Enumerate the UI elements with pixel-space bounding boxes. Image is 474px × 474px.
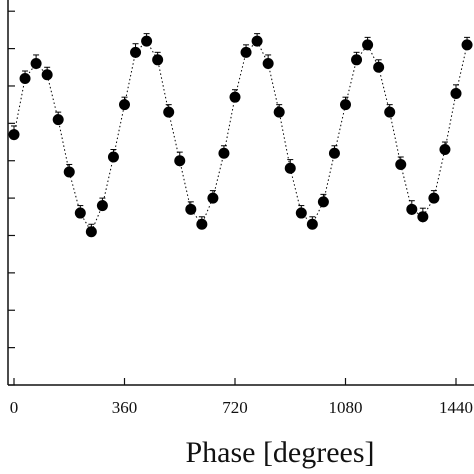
data-point (96, 200, 108, 212)
data-point (74, 207, 86, 219)
data-point (240, 46, 252, 58)
data-point (295, 207, 307, 219)
data-point (52, 114, 64, 126)
data-point (284, 162, 296, 174)
data-point (417, 211, 429, 223)
data-point (262, 58, 274, 70)
x-axis-label: Phase [degrees] (185, 436, 374, 469)
data-point (141, 35, 153, 47)
data-point (428, 192, 440, 204)
data-point (229, 91, 241, 103)
data-point (107, 151, 119, 163)
x-tick-label: 720 (222, 398, 248, 417)
data-point (306, 218, 318, 230)
x-tick-label: 360 (112, 398, 138, 417)
data-point (185, 203, 197, 215)
data-point (406, 203, 418, 215)
x-tick-label: 1440 (439, 398, 473, 417)
data-point (63, 166, 75, 178)
data-point (395, 158, 407, 170)
data-point (119, 99, 130, 111)
data-point (362, 39, 374, 51)
data-point (340, 99, 351, 111)
data-point (207, 192, 219, 204)
data-point (30, 58, 42, 70)
x-tick-label: 0 (10, 398, 19, 417)
data-point (328, 147, 340, 159)
data-point (317, 196, 329, 208)
data-point (384, 106, 396, 118)
data-point (8, 129, 20, 141)
data-point (130, 46, 142, 58)
data-point (373, 61, 385, 73)
data-point (273, 106, 285, 118)
data-point (251, 35, 263, 47)
data-point (41, 69, 53, 81)
data-point (351, 54, 363, 66)
data-point (461, 39, 473, 51)
data-point (196, 218, 208, 230)
data-point (152, 54, 164, 66)
data-point (439, 144, 451, 156)
dotted-line (13, 40, 468, 233)
data-point (19, 72, 31, 84)
data-point (218, 147, 230, 159)
data-point (163, 106, 175, 118)
data-point (85, 226, 97, 238)
data-point (450, 87, 462, 99)
x-tick-label: 1080 (329, 398, 363, 417)
data-point (174, 155, 186, 167)
